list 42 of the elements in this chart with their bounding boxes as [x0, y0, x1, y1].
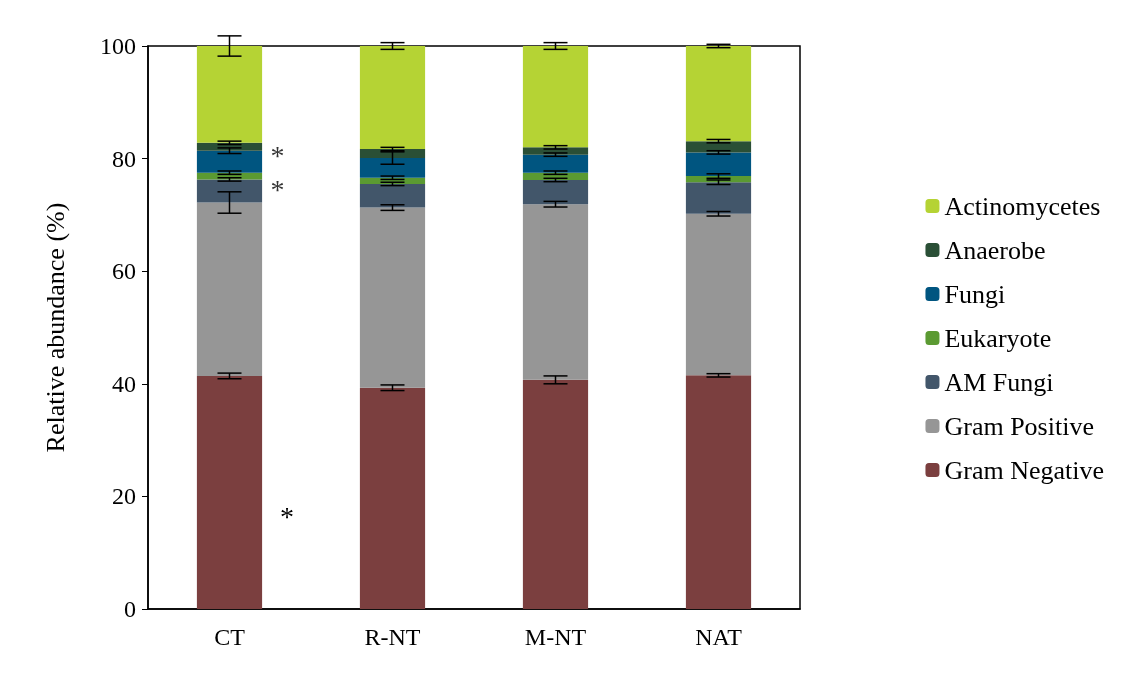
bar [196, 150, 263, 173]
bar [522, 379, 589, 609]
bar [685, 152, 752, 177]
bar [685, 141, 752, 153]
legend-label: Eukaryote [944, 323, 1052, 353]
bar [522, 204, 589, 380]
y-tick-label: 100 [100, 33, 136, 59]
annotation: * [270, 139, 285, 171]
bar [685, 213, 752, 376]
x-tick-label: M-NT [524, 624, 587, 650]
bar [522, 46, 589, 148]
bar [359, 158, 426, 178]
bar [196, 179, 263, 203]
bar [359, 207, 426, 388]
bar [359, 387, 426, 609]
y-tick-label: 80 [112, 145, 136, 172]
bar [196, 202, 263, 376]
legend-label: AM Fungi [944, 367, 1054, 397]
y-tick-label: 60 [112, 258, 136, 285]
legend-label: Gram Positive [944, 411, 1094, 441]
y-tick-label: 40 [112, 370, 136, 397]
bar [359, 46, 426, 150]
y-tick-label: 20 [112, 483, 136, 510]
legend-label: Gram Negative [944, 455, 1104, 485]
x-tick-label: CT [214, 624, 246, 650]
annotation: * [270, 173, 285, 205]
bar [522, 154, 589, 173]
legend-label: Anaerobe [944, 235, 1046, 265]
y-axis-title: Relative abundance (%) [40, 202, 70, 453]
legend-label: Actinomycetes [944, 191, 1101, 221]
y-tick-label: 0 [124, 596, 136, 622]
legend-label: Fungi [944, 279, 1006, 309]
annotation: * [280, 500, 294, 532]
x-tick-label: R-NT [364, 624, 421, 650]
bar [359, 183, 426, 208]
bar [685, 46, 752, 142]
bar [685, 375, 752, 609]
bar [196, 375, 263, 609]
bar [196, 46, 263, 143]
bar [685, 182, 752, 214]
x-tick-label: NAT [695, 624, 743, 650]
bar [522, 179, 589, 205]
